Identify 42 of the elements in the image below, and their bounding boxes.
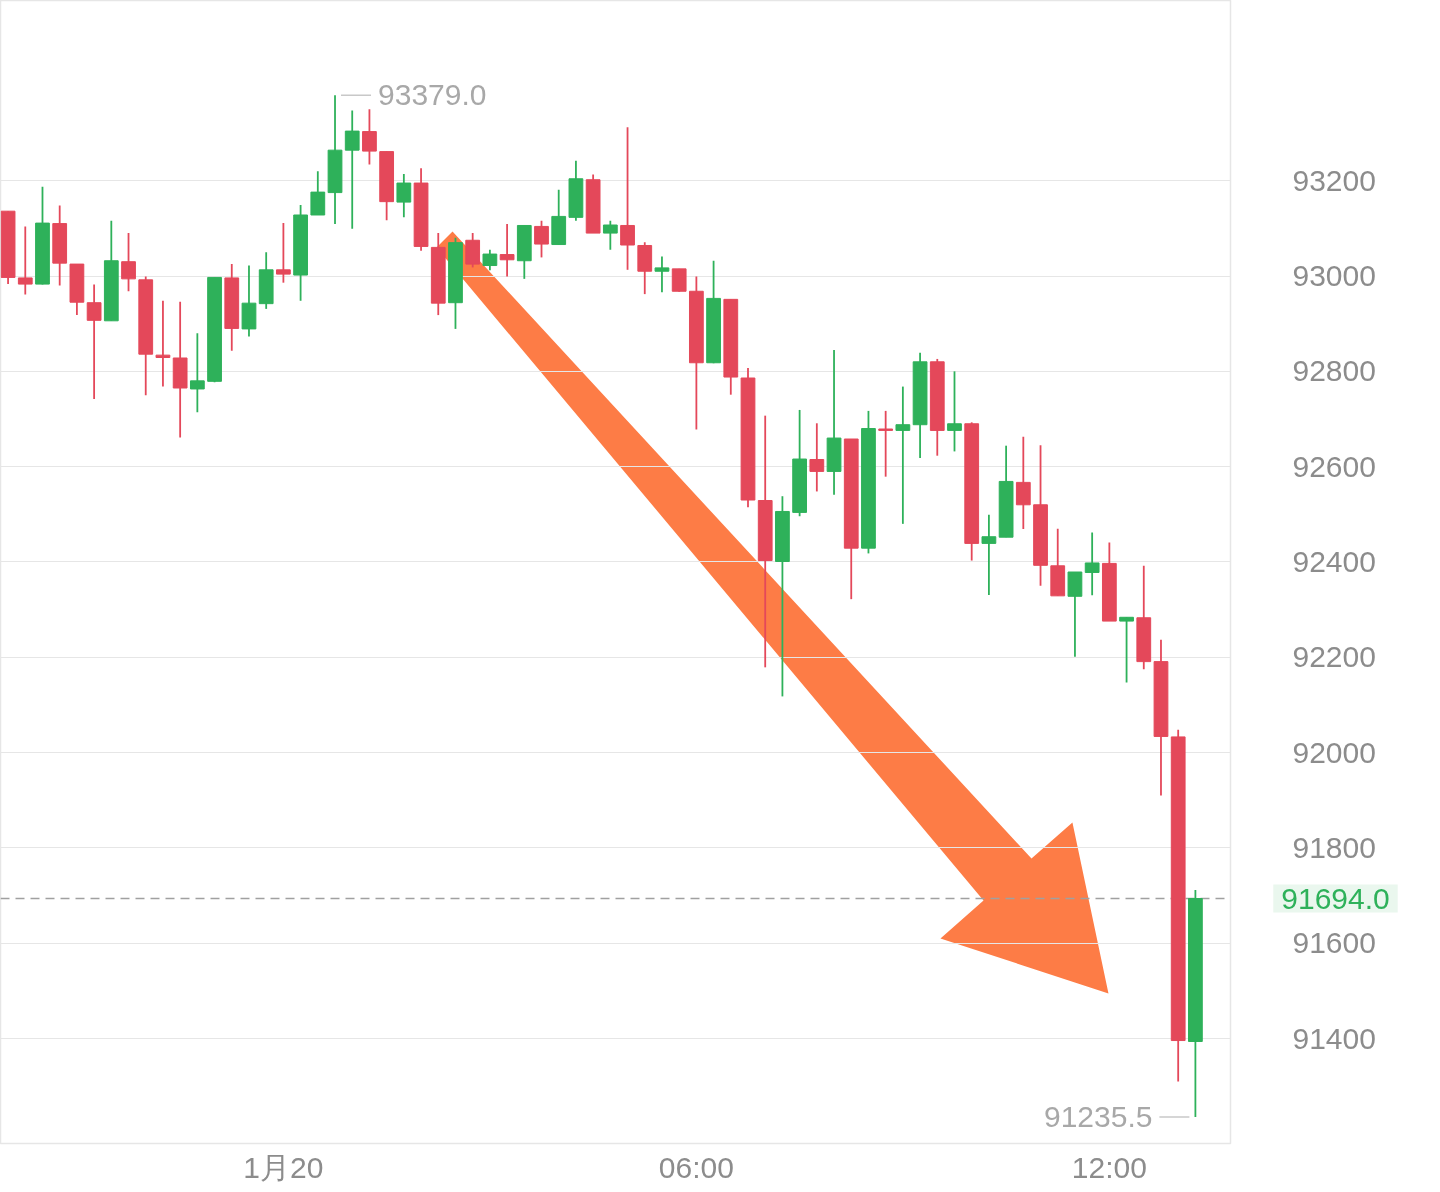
candlestick <box>17 225 33 296</box>
candlestick <box>534 219 549 259</box>
x-tick-label: 1月20 <box>243 1150 324 1184</box>
candlestick <box>499 223 515 278</box>
y-tick-label: 91400 <box>1292 1021 1376 1055</box>
candlestick <box>189 332 205 414</box>
candlestick <box>362 108 377 166</box>
candlestick <box>895 385 911 525</box>
annotation: 93379.0 <box>378 78 487 112</box>
candlestick <box>482 248 498 272</box>
candlestick <box>654 255 670 294</box>
candlestick <box>396 173 412 219</box>
y-tick-label: 91600 <box>1292 926 1376 960</box>
y-tick-label: 92000 <box>1292 735 1376 769</box>
x-tick-label: 06:00 <box>658 1150 734 1184</box>
candlestick <box>1119 616 1134 684</box>
candlestick <box>155 299 171 388</box>
candlestick <box>344 109 360 230</box>
candlestick <box>947 370 962 453</box>
candlestick <box>620 126 635 271</box>
y-tick-label: 92200 <box>1292 640 1376 674</box>
candlestick <box>602 219 618 251</box>
candlestick <box>121 232 136 293</box>
x-tick-label: 12:00 <box>1071 1150 1147 1184</box>
y-tick-label: 92600 <box>1292 449 1376 483</box>
y-tick-label: 92400 <box>1292 544 1376 578</box>
candlestick <box>671 267 687 293</box>
candlestick <box>86 283 102 400</box>
y-tick-label: 91800 <box>1292 830 1376 864</box>
ref-line-label: 91694.0 <box>1281 881 1390 915</box>
y-tick-label: 92800 <box>1292 354 1376 388</box>
candlestick <box>981 513 997 596</box>
candlestick <box>878 409 894 478</box>
candlestick <box>1015 435 1031 530</box>
candlestick <box>276 222 291 284</box>
annotation: 91235.5 <box>1043 1100 1153 1134</box>
candlestick <box>1084 531 1100 597</box>
y-tick-label: 93000 <box>1292 259 1376 292</box>
candlestick <box>465 232 481 269</box>
candlestick <box>310 170 326 216</box>
y-tick-label: 93200 <box>1292 163 1376 197</box>
candlestick <box>809 422 825 493</box>
